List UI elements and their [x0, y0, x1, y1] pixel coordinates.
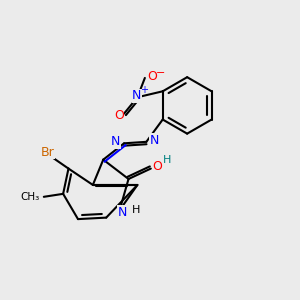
Text: O: O — [152, 160, 162, 173]
Text: H: H — [132, 205, 140, 214]
Text: N: N — [118, 206, 127, 219]
Text: N: N — [111, 135, 120, 148]
Text: N: N — [150, 134, 159, 147]
Text: Br: Br — [41, 146, 55, 159]
Text: −: − — [156, 68, 165, 79]
Text: O: O — [147, 70, 157, 83]
Text: +: + — [140, 85, 148, 95]
Text: O: O — [114, 109, 124, 122]
Text: N: N — [132, 89, 142, 102]
Text: H: H — [163, 155, 172, 165]
Text: CH₃: CH₃ — [20, 192, 39, 202]
